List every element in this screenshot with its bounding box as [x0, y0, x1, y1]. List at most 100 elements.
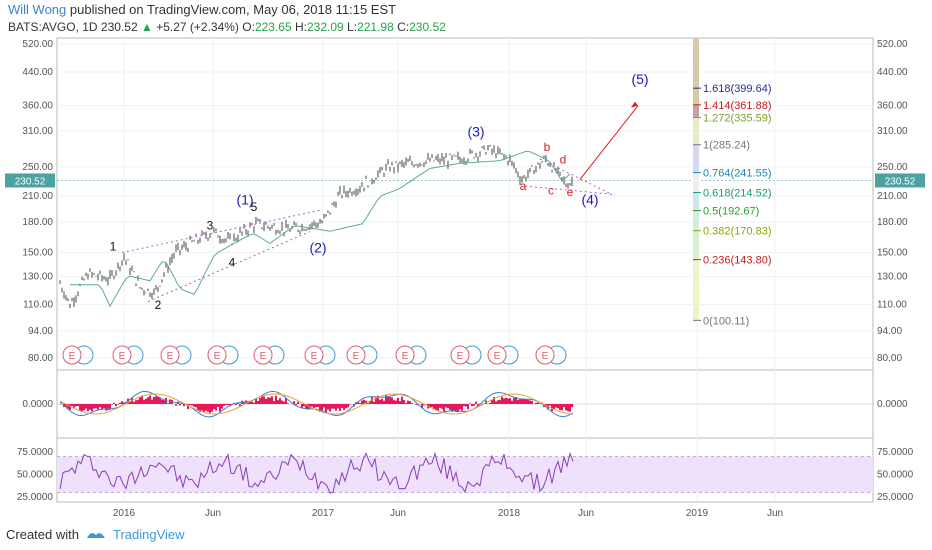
y-tick-label-left: 210.00	[22, 191, 53, 202]
y-tick-label-left: 310.00	[22, 126, 53, 137]
y-tick-label-left: 130.00	[22, 272, 53, 283]
close-label: C:	[397, 20, 410, 34]
macd-y-tick-left: 0.0000	[22, 399, 53, 410]
moving-average-line	[70, 150, 571, 308]
earnings-circle-icon	[450, 345, 470, 365]
price-pane[interactable]: 1.618(399.64) 1.414(361.88)1.272(335.59) 1…	[59, 38, 772, 327]
earnings-circle-icon	[346, 345, 366, 365]
correction-wave-label: b	[544, 140, 551, 154]
low-label: L:	[347, 20, 358, 34]
fib-level-label: 0.236(143.80)	[703, 255, 772, 267]
projection-arrowhead-icon	[631, 101, 638, 108]
correction-wave-label: e	[567, 185, 574, 199]
trendline	[539, 158, 613, 195]
macd-pane[interactable]	[59, 390, 574, 418]
last-price-badge-text: 230.52	[885, 176, 916, 187]
y-tick-label-left: 150.00	[22, 248, 53, 259]
earnings-marker: E	[160, 345, 192, 365]
earnings-label: E	[494, 351, 501, 362]
macd-y-tick-right: 0.0000	[877, 399, 908, 410]
earnings-marker: E	[395, 345, 427, 365]
earnings-marker: E	[346, 345, 378, 365]
sub-wave-label: 2	[155, 298, 162, 312]
y-tick-label-right: 520.00	[877, 39, 908, 50]
x-tick-label: Jun	[767, 508, 783, 519]
fib-band	[693, 192, 699, 211]
fib-band	[693, 259, 699, 321]
up-arrow-icon: ▲	[140, 20, 153, 34]
author-link[interactable]: Will Wong	[8, 2, 67, 17]
symbol-label: BATS:AVGO, 1D	[8, 20, 98, 34]
y-tick-label-right: 94.00	[877, 326, 902, 337]
x-tick-label: 2017	[312, 508, 335, 519]
trendline	[524, 185, 616, 196]
y-tick-label-left: 80.00	[28, 353, 53, 364]
earnings-marker: E	[62, 345, 94, 365]
projection-arrow	[579, 105, 639, 180]
close-value: 230.52	[409, 20, 446, 34]
wave-label: (5)	[631, 71, 648, 87]
earnings-label: E	[353, 351, 360, 362]
last-price-badge-left: 230.52	[5, 173, 55, 188]
earnings-circle-icon	[304, 345, 324, 365]
wave-label: (1)	[236, 191, 253, 207]
earnings-circle-icon	[253, 345, 273, 365]
fib-level-label: 0(100.11)	[703, 315, 749, 327]
fib-band	[693, 230, 699, 260]
fib-band	[693, 117, 699, 145]
tradingview-logo-icon	[86, 532, 105, 538]
y-tick-label-left: 110.00	[23, 300, 53, 311]
fib-level-label: 1(285.24)	[703, 140, 750, 152]
earnings-marker: E	[450, 345, 482, 365]
y-tick-label-right: 440.00	[877, 67, 908, 78]
earnings-circle-icon	[207, 345, 227, 365]
x-tick-label: Jun	[578, 508, 594, 519]
footer: Created with TradingView	[6, 527, 185, 542]
y-tick-label-right: 130.00	[877, 272, 908, 283]
change-value: +5.27 (+2.34%)	[156, 20, 239, 34]
fib-band	[693, 210, 699, 231]
publish-line: Will Wong published on TradingView.com, …	[8, 2, 396, 17]
fib-level-label: 1.414(361.88)	[703, 100, 772, 112]
wave-label: (4)	[581, 191, 598, 207]
y-tick-label-right: 250.00	[877, 162, 908, 173]
low-value: 221.98	[357, 20, 394, 34]
y-tick-label-left: 520.00	[22, 39, 53, 50]
rsi-pane[interactable]	[57, 451, 873, 494]
open-value: 223.65	[254, 20, 292, 34]
tradingview-brand-link[interactable]: TradingView	[112, 527, 185, 542]
correction-wave-label: d	[560, 153, 567, 167]
y-tick-label-left: 250.00	[22, 162, 53, 173]
sub-wave-label: 4	[229, 256, 236, 270]
created-with-text: Created with	[6, 527, 79, 542]
fib-level-label: 1.618(399.64)	[703, 83, 772, 95]
last-price-badge-right: 230.52	[875, 173, 925, 188]
earnings-marker: E	[304, 345, 336, 365]
y-tick-label-left: 440.00	[22, 67, 53, 78]
x-tick-label: 2018	[498, 508, 521, 519]
fib-band	[693, 38, 699, 89]
fib-level-label: 0.764(241.55)	[703, 168, 772, 180]
sub-wave-label: 5	[251, 200, 258, 214]
x-tick-label: 2016	[113, 508, 136, 519]
y-tick-label-right: 310.00	[877, 126, 908, 137]
open-label: O:	[242, 20, 255, 34]
correction-wave-label: c	[548, 184, 554, 198]
earnings-label: E	[311, 351, 318, 362]
sub-wave-label: 1	[110, 239, 117, 253]
y-tick-label-right: 180.00	[877, 217, 908, 228]
trendline	[121, 209, 321, 254]
fib-band	[693, 88, 699, 105]
earnings-circle-icon	[62, 345, 82, 365]
fib-band	[693, 172, 699, 193]
rsi-y-tick-right: 75.0000	[877, 447, 914, 458]
y-tick-label-left: 360.00	[22, 101, 53, 112]
fib-extension: 1.618(399.64) 1.414(361.88)1.272(335.59) 1…	[693, 38, 772, 327]
published-text: published on TradingView.com, May 06, 20…	[69, 2, 397, 17]
earnings-circle-icon	[395, 345, 415, 365]
earnings-label: E	[167, 351, 174, 362]
earnings-circle-icon	[160, 345, 180, 365]
y-tick-label-right: 150.00	[877, 248, 908, 259]
y-tick-label-right: 80.00	[877, 353, 902, 364]
